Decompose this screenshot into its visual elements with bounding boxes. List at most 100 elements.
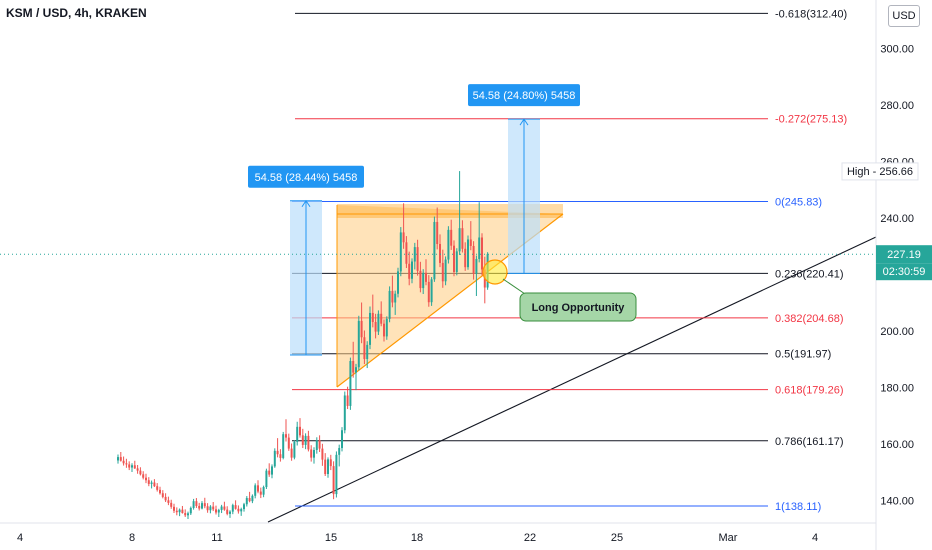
candle-body[interactable]: [439, 243, 441, 263]
candle-body[interactable]: [413, 247, 416, 262]
entry-highlight[interactable]: [482, 259, 508, 285]
candle-body[interactable]: [478, 237, 481, 259]
candle-body[interactable]: [285, 434, 287, 438]
candle-body[interactable]: [441, 262, 444, 282]
candle-body[interactable]: [128, 464, 131, 468]
candle-body[interactable]: [273, 450, 276, 467]
candle-body[interactable]: [433, 221, 436, 280]
candle-body[interactable]: [469, 239, 472, 246]
candle-body[interactable]: [139, 470, 142, 475]
candle-body[interactable]: [467, 239, 469, 268]
candle-body[interactable]: [422, 272, 425, 289]
candle-body[interactable]: [310, 449, 313, 458]
candle-body[interactable]: [419, 270, 422, 289]
candle-body[interactable]: [150, 482, 153, 484]
candle-body[interactable]: [220, 506, 223, 510]
candle-body[interactable]: [455, 251, 458, 272]
candle-body[interactable]: [304, 435, 307, 445]
candle-body[interactable]: [217, 509, 220, 513]
candle-body[interactable]: [296, 426, 299, 442]
candle-body[interactable]: [397, 271, 399, 294]
candle-body[interactable]: [416, 247, 419, 271]
currency-button[interactable]: USD: [888, 5, 920, 27]
candle-body[interactable]: [147, 480, 150, 484]
candle-body[interactable]: [133, 465, 136, 469]
candle-body[interactable]: [447, 229, 450, 260]
candle-body[interactable]: [332, 466, 335, 495]
candle-body[interactable]: [402, 232, 405, 243]
candle-body[interactable]: [268, 470, 271, 475]
candle-body[interactable]: [125, 463, 128, 465]
candle-body[interactable]: [408, 263, 411, 279]
candle-body[interactable]: [254, 485, 257, 496]
candle-body[interactable]: [259, 491, 262, 495]
candle-body[interactable]: [321, 448, 324, 460]
candle-body[interactable]: [131, 465, 133, 468]
candle-body[interactable]: [198, 505, 201, 509]
candle-body[interactable]: [195, 501, 198, 506]
candle-body[interactable]: [301, 435, 304, 445]
candle-body[interactable]: [201, 503, 203, 509]
candle-body[interactable]: [369, 312, 371, 345]
candle-body[interactable]: [187, 513, 189, 516]
candle-body[interactable]: [341, 430, 343, 449]
candle-body[interactable]: [245, 498, 248, 505]
candle-body[interactable]: [324, 459, 327, 475]
candle-body[interactable]: [161, 493, 164, 497]
candle-body[interactable]: [357, 320, 360, 368]
candle-body[interactable]: [391, 290, 394, 303]
candle-body[interactable]: [453, 245, 455, 272]
candle-body[interactable]: [405, 242, 408, 264]
candle-body[interactable]: [229, 511, 231, 514]
candle-body[interactable]: [425, 272, 427, 282]
candle-body[interactable]: [170, 502, 173, 507]
candle-body[interactable]: [119, 457, 122, 461]
candle-body[interactable]: [136, 468, 139, 471]
candle-body[interactable]: [371, 312, 374, 322]
candle-body[interactable]: [173, 506, 175, 511]
candle-body[interactable]: [234, 505, 237, 509]
candle-body[interactable]: [307, 435, 310, 450]
candle-body[interactable]: [226, 509, 229, 514]
candle-body[interactable]: [327, 459, 329, 475]
candle-body[interactable]: [313, 450, 315, 458]
candle-body[interactable]: [343, 395, 346, 431]
candle-body[interactable]: [240, 509, 243, 512]
candle-body[interactable]: [271, 466, 273, 475]
candle-body[interactable]: [299, 426, 301, 436]
candle-body[interactable]: [377, 313, 380, 332]
candle-body[interactable]: [383, 323, 385, 337]
candle-body[interactable]: [189, 507, 192, 514]
candle-body[interactable]: [481, 237, 483, 270]
candle-body[interactable]: [338, 448, 341, 455]
candle-body[interactable]: [355, 367, 357, 373]
candle-body[interactable]: [335, 454, 338, 495]
candle-body[interactable]: [352, 360, 355, 373]
candle-body[interactable]: [265, 470, 268, 488]
candle-body[interactable]: [464, 248, 467, 268]
candle-body[interactable]: [203, 503, 206, 507]
candle-body[interactable]: [231, 505, 234, 512]
candle-body[interactable]: [164, 496, 167, 501]
candle-body[interactable]: [458, 228, 461, 252]
candle-body[interactable]: [206, 506, 209, 511]
candle-body[interactable]: [159, 489, 161, 494]
candle-body[interactable]: [444, 259, 447, 282]
candle-body[interactable]: [184, 513, 187, 516]
candle-body[interactable]: [175, 510, 178, 513]
candle-body[interactable]: [388, 290, 391, 319]
candle-body[interactable]: [293, 441, 296, 458]
candle-body[interactable]: [349, 360, 352, 406]
candle-body[interactable]: [427, 281, 430, 303]
candle-body[interactable]: [318, 440, 321, 449]
candle-body[interactable]: [209, 506, 212, 511]
candle-body[interactable]: [411, 261, 413, 279]
candle-body[interactable]: [475, 258, 478, 274]
candle-body[interactable]: [287, 437, 290, 449]
candle-body[interactable]: [363, 337, 366, 360]
triangle-pattern[interactable]: [337, 205, 563, 387]
candle-body[interactable]: [117, 457, 119, 461]
candle-body[interactable]: [282, 434, 285, 458]
